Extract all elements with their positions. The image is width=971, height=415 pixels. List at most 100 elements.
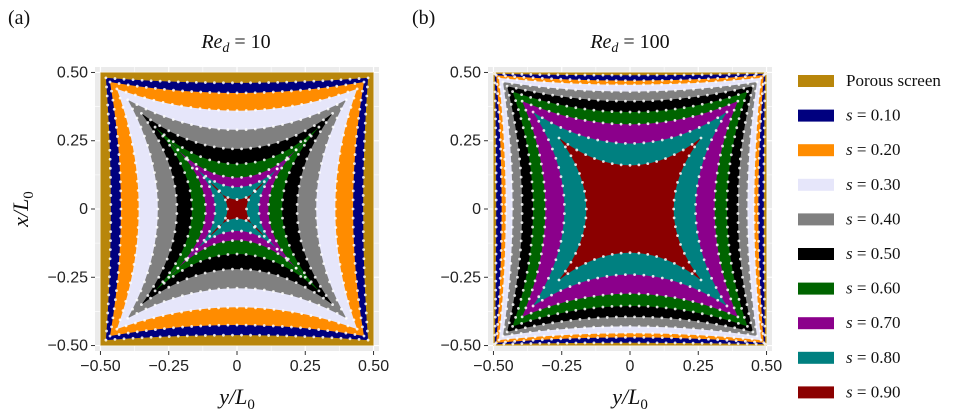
streamline-marker xyxy=(514,86,518,90)
streamline-marker xyxy=(682,117,686,120)
streamline-marker xyxy=(637,90,641,93)
streamline-marker xyxy=(108,275,111,279)
streamline-marker xyxy=(560,95,564,98)
streamline-marker xyxy=(268,221,272,225)
streamline-marker xyxy=(522,339,526,343)
streamline-marker xyxy=(736,321,740,325)
streamline-marker xyxy=(623,273,627,277)
streamline-marker xyxy=(240,229,243,233)
streamline-marker xyxy=(508,135,511,138)
streamline-marker xyxy=(601,89,605,93)
streamline-marker xyxy=(699,278,703,282)
streamline-marker xyxy=(188,189,192,193)
streamline-marker xyxy=(601,160,605,163)
streamline-marker xyxy=(509,162,513,166)
streamline-marker xyxy=(726,189,729,193)
streamline-marker xyxy=(637,341,641,345)
contours-b xyxy=(493,72,767,346)
streamline-marker xyxy=(716,338,720,342)
streamline-marker xyxy=(235,305,239,309)
streamline-marker xyxy=(714,286,718,289)
streamline-marker xyxy=(292,253,295,256)
streamline-marker xyxy=(510,333,514,337)
streamline-marker xyxy=(655,325,659,329)
legend-swatch xyxy=(798,213,834,226)
streamline-marker xyxy=(500,202,504,206)
streamline-marker xyxy=(736,99,740,103)
streamline-marker xyxy=(542,92,545,96)
streamline-marker xyxy=(339,336,343,340)
streamline-marker xyxy=(217,160,221,164)
streamline-marker xyxy=(695,230,699,234)
streamline-marker xyxy=(504,74,507,78)
streamline-marker xyxy=(296,221,300,225)
streamline-marker xyxy=(130,142,134,146)
streamline-marker xyxy=(637,122,641,126)
streamline-marker xyxy=(190,123,193,126)
streamline-marker xyxy=(132,263,136,266)
streamline-marker xyxy=(118,243,122,247)
streamline-marker xyxy=(745,342,749,346)
streamline-marker xyxy=(583,189,586,193)
streamline-marker xyxy=(335,84,339,88)
streamline-marker xyxy=(108,257,112,261)
streamline-marker xyxy=(281,106,285,109)
streamline-marker xyxy=(673,296,677,300)
legend-swatch xyxy=(798,317,834,330)
streamline-marker xyxy=(510,225,514,229)
streamline-marker xyxy=(673,107,677,111)
streamline-marker xyxy=(194,162,198,166)
streamline-marker xyxy=(502,275,506,279)
streamline-marker xyxy=(254,306,257,310)
streamline-marker xyxy=(530,180,534,184)
streamline-marker xyxy=(523,326,527,330)
streamline-marker xyxy=(520,230,524,234)
streamline-marker xyxy=(235,217,239,220)
streamline-marker xyxy=(714,80,718,84)
streamline-marker xyxy=(357,338,361,341)
streamline-marker xyxy=(746,180,750,184)
streamline-marker xyxy=(569,81,573,85)
panel-a: (a) Red = 10 −0.50 −0.25 0 0.25 0.50 −0.50−0… xyxy=(8,7,389,413)
streamline-marker xyxy=(763,108,766,112)
streamline-marker xyxy=(505,307,509,311)
streamline-marker xyxy=(151,162,154,165)
streamline-marker xyxy=(540,76,544,80)
streamline-marker xyxy=(317,111,321,115)
streamline-marker xyxy=(302,271,306,275)
streamline-marker xyxy=(303,335,307,338)
streamline-marker xyxy=(344,83,348,87)
streamline-marker xyxy=(655,73,659,77)
streamline-marker xyxy=(361,221,365,224)
streamline-marker xyxy=(574,326,577,330)
streamline-marker xyxy=(753,248,757,252)
streamline-marker xyxy=(727,243,731,247)
streamline-marker xyxy=(605,336,609,339)
streamline-marker xyxy=(240,239,243,242)
streamline-marker xyxy=(713,198,717,202)
streamline-marker xyxy=(592,89,596,93)
streamline-marker xyxy=(747,153,751,156)
streamline-marker xyxy=(727,342,731,345)
streamline-marker xyxy=(324,121,328,124)
streamline-marker xyxy=(578,332,582,336)
streamline-marker xyxy=(165,157,169,161)
streamline-marker xyxy=(763,297,766,301)
streamline-marker xyxy=(320,253,323,256)
streamline-marker xyxy=(359,316,363,320)
streamline-marker xyxy=(533,90,536,94)
streamline-marker xyxy=(537,85,541,89)
streamline-marker xyxy=(503,166,507,170)
streamline-marker xyxy=(733,135,737,139)
streamline-marker xyxy=(541,243,545,247)
streamline-marker xyxy=(633,83,636,87)
streamline-marker xyxy=(748,271,752,274)
streamline-marker xyxy=(503,239,507,243)
streamline-marker xyxy=(135,330,139,334)
streamline-marker xyxy=(271,184,274,188)
streamline-marker xyxy=(121,105,125,109)
streamline-marker xyxy=(249,240,253,244)
streamline-marker xyxy=(135,298,139,302)
streamline-marker xyxy=(154,180,158,184)
streamline-marker xyxy=(753,185,756,188)
